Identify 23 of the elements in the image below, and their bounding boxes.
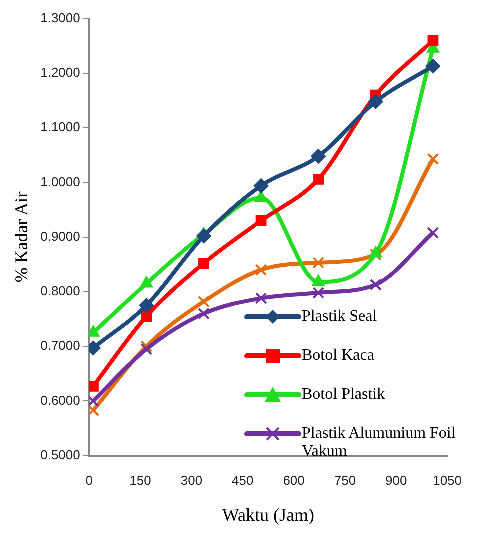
y-tick-label: 1.0000 bbox=[40, 174, 80, 190]
x-axis-title: Waktu (Jam) bbox=[222, 504, 314, 525]
x-tick-label: 150 bbox=[130, 473, 152, 488]
y-tick-label: 0.6000 bbox=[40, 392, 80, 408]
x-tick-label: 750 bbox=[334, 473, 356, 488]
x-tick-label: 0 bbox=[86, 473, 93, 488]
legend-label: Plastik Alumunium Foil Vakum bbox=[302, 425, 457, 461]
y-tick-label: 1.3000 bbox=[40, 10, 80, 26]
y-tick-label: 0.8000 bbox=[40, 284, 80, 299]
y-tick-label: 0.5000 bbox=[40, 447, 80, 462]
y-axis-title: % Kadar Air bbox=[12, 192, 32, 283]
y-tick-label: 1.2000 bbox=[40, 65, 80, 80]
legend-label: Botol Kaca bbox=[302, 347, 374, 365]
x-tick-label: 450 bbox=[232, 473, 254, 488]
x-tick-label: 900 bbox=[386, 473, 408, 488]
x-tick-label: 1050 bbox=[433, 473, 462, 488]
x-tick-label: 300 bbox=[180, 473, 203, 488]
y-tick-label: 0.7000 bbox=[40, 338, 80, 354]
x-tick-label: 600 bbox=[283, 473, 305, 488]
legend-label: Botol Plastik bbox=[302, 386, 386, 404]
legend-label: Plastik Seal bbox=[302, 308, 378, 326]
y-tick-label: 1.1000 bbox=[40, 120, 80, 135]
y-tick-label: 0.9000 bbox=[40, 228, 80, 244]
